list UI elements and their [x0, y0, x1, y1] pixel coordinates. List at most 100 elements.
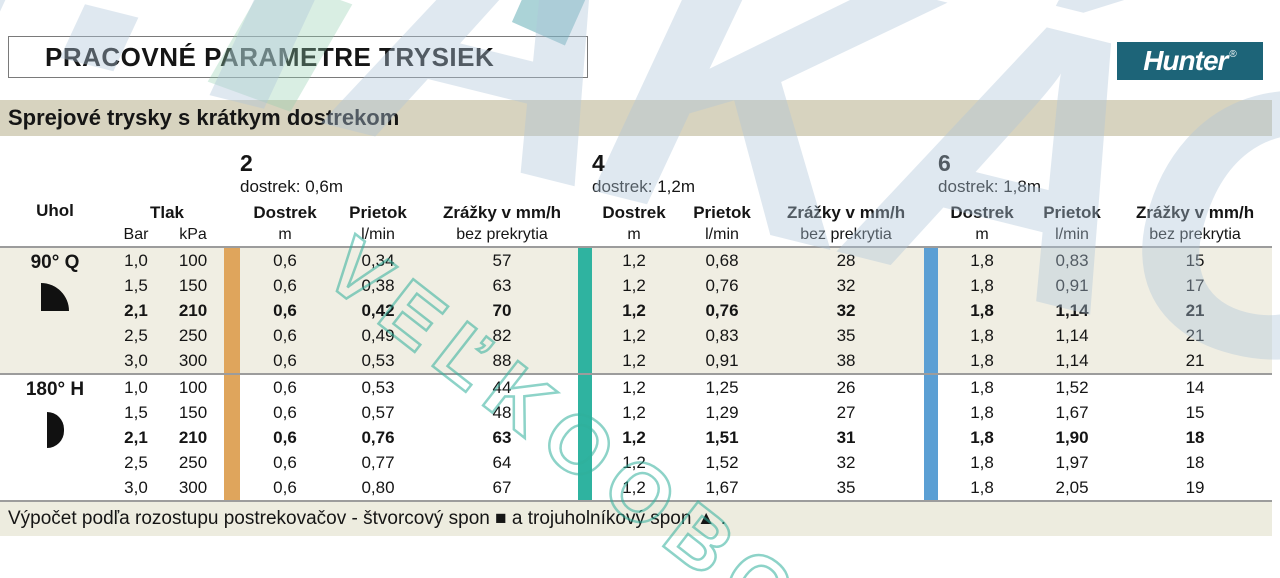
separator-nozzle-4: [578, 273, 593, 298]
pressure-bar-value: 1,0: [110, 373, 162, 400]
nozzle-6-header: 6 dostrek: 1,8m: [938, 140, 1272, 198]
zrazky-value: 35: [768, 475, 925, 502]
pressure-kpa-value: 100: [162, 246, 224, 273]
unit-lmin: l/min: [705, 225, 739, 243]
zrazky-value: 63: [426, 425, 579, 450]
dostrek-value: 0,6: [240, 246, 330, 273]
separator-nozzle-2: [224, 246, 240, 273]
separator-nozzle-2: [224, 373, 240, 400]
dostrek-value: 1,2: [592, 400, 677, 425]
separator-nozzle-2: [224, 425, 240, 450]
separator-nozzle-2: [224, 450, 240, 475]
separator-nozzle-4: [578, 298, 593, 323]
pressure-kpa-value: 210: [162, 425, 224, 450]
separator-nozzle-2: [224, 348, 240, 374]
table-row: 3,0 300 0,6 0,53 88 1,2 0,91 38 1,8 1,14 21: [0, 348, 1273, 374]
nozzle-2-header: 2 dostrek: 0,6m: [240, 140, 578, 198]
pressure-bar-value: 2,1: [110, 425, 162, 450]
angle-cell: 180° H: [0, 373, 110, 502]
zrazky-value: 48: [426, 400, 579, 425]
zrazky-value: 21: [1118, 323, 1273, 348]
pressure-bar-value: 2,1: [110, 298, 162, 323]
column-header-zrazky: Zrážky v mm/h: [442, 203, 562, 222]
separator-nozzle-4: [578, 475, 593, 502]
prietok-value: 0,76: [676, 298, 769, 323]
separator-nozzle-4: [578, 246, 593, 273]
footer-note: Výpočet podľa rozostupu postrekovačov - …: [8, 508, 727, 529]
zrazky-value: 18: [1118, 450, 1273, 475]
prietok-value: 0,80: [330, 475, 426, 502]
table-body: 90° Q 1,0 100 0,6 0,34 57 1,2 0,68 28 1,8 0,83 15 1,…: [0, 246, 1273, 502]
nozzle-size-label: 6: [938, 150, 951, 176]
separator-nozzle-6: [924, 298, 939, 323]
pressure-kpa-value: 300: [162, 475, 224, 502]
separator-nozzle-4: [578, 348, 593, 374]
prietok-value: 0,77: [330, 450, 426, 475]
zrazky-value: 31: [768, 425, 925, 450]
dostrek-value: 1,2: [592, 475, 677, 502]
prietok-value: 0,91: [676, 348, 769, 374]
angle-cell: 90° Q: [0, 246, 110, 375]
prietok-value: 1,51: [676, 425, 769, 450]
separator-nozzle-6: [924, 246, 939, 273]
separator-nozzle-2: [224, 400, 240, 425]
pressure-bar-value: 2,5: [110, 323, 162, 348]
pressure-kpa-value: 150: [162, 273, 224, 298]
unit-lmin: l/min: [361, 225, 395, 243]
zrazky-value: 63: [426, 273, 579, 298]
separator-nozzle-6: [924, 323, 939, 348]
spacer-cell: [924, 140, 938, 198]
dostrek-value: 0,6: [240, 298, 330, 323]
separator-nozzle-4: [578, 373, 593, 400]
table-row: 3,0 300 0,6 0,80 67 1,2 1,67 35 1,8 2,05 19: [0, 475, 1273, 502]
dostrek-value: 1,8: [938, 450, 1027, 475]
prietok-value: 0,53: [330, 348, 426, 374]
dostrek-value: 1,8: [938, 373, 1027, 400]
prietok-value: 2,05: [1026, 475, 1119, 502]
unit-m: m: [627, 225, 641, 243]
dostrek-value: 0,6: [240, 475, 330, 502]
prietok-value: 1,67: [676, 475, 769, 502]
spacer-cell: [924, 198, 938, 247]
spacer-cell: [578, 140, 592, 198]
separator-nozzle-4: [578, 425, 593, 450]
column-header-dostrek: Dostrek: [253, 203, 317, 222]
prietok-value: 0,76: [330, 425, 426, 450]
dostrek-value: 1,2: [592, 425, 677, 450]
table-row: 90° Q 1,0 100 0,6 0,34 57 1,2 0,68 28 1,8 0,83 15: [0, 246, 1273, 375]
separator-nozzle-2: [224, 273, 240, 298]
nozzle-size-label: 4: [592, 150, 605, 176]
angle-label: 180° H: [25, 379, 85, 400]
pressure-kpa-value: 250: [162, 450, 224, 475]
spacer-cell: [224, 198, 240, 247]
prietok-value: 1,97: [1026, 450, 1119, 475]
zrazky-value: 32: [768, 273, 925, 298]
nozzle-size-label: 2: [240, 150, 253, 176]
pressure-kpa-value: 100: [162, 373, 224, 400]
dostrek-value: 1,2: [592, 348, 677, 374]
column-header-prietok: Prietok: [1043, 203, 1101, 222]
column-header-prietok: Prietok: [349, 203, 407, 222]
pressure-bar-value: 1,5: [110, 273, 162, 298]
table-header: 2 dostrek: 0,6m 4 dostrek: 1,2m 6 dostre…: [0, 140, 1272, 247]
dostrek-value: 1,8: [938, 246, 1027, 273]
spacer-cell: [578, 198, 592, 247]
zrazky-value: 32: [768, 298, 925, 323]
dostrek-value: 1,8: [938, 273, 1027, 298]
column-header-dostrek: Dostrek: [950, 203, 1014, 222]
nozzle-4-header: 4 dostrek: 1,2m: [592, 140, 924, 198]
dostrek-value: 1,8: [938, 475, 1027, 502]
zrazky-value: 27: [768, 400, 925, 425]
prietok-value: 1,29: [676, 400, 769, 425]
nozzle-parameters-table: 2 dostrek: 0,6m 4 dostrek: 1,2m 6 dostre…: [0, 140, 1273, 502]
prietok-value: 0,49: [330, 323, 426, 348]
zrazky-value: 32: [768, 450, 925, 475]
zrazky-value: 14: [1118, 373, 1273, 400]
angle-label: 90° Q: [30, 252, 80, 273]
zrazky-value: 28: [768, 246, 925, 273]
unit-kpa: kPa: [179, 225, 207, 243]
table-row: 2,1 210 0,6 0,42 70 1,2 0,76 32 1,8 1,14 21: [0, 298, 1273, 323]
prietok-value: 1,25: [676, 373, 769, 400]
separator-nozzle-6: [924, 373, 939, 400]
prietok-value: 1,14: [1026, 323, 1119, 348]
